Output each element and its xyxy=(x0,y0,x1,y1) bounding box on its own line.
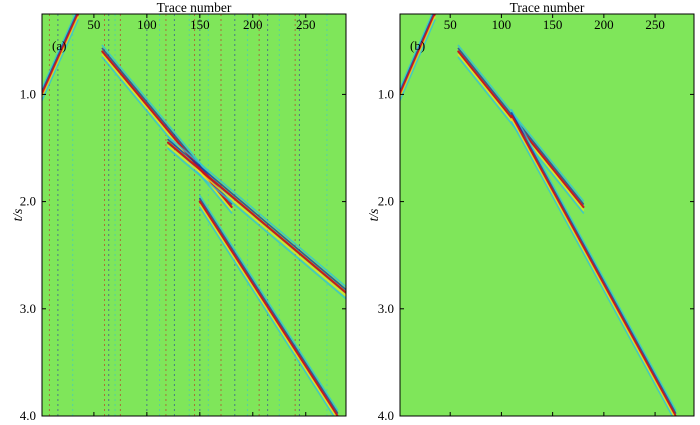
y-tick-label-b-1: 1.0 xyxy=(378,86,394,101)
panel-a-x-ticks: 50 100 150 200 250 xyxy=(87,14,315,416)
event-b-0-band-0 xyxy=(400,14,434,90)
y-tick-label-b-3: 3.0 xyxy=(378,301,394,316)
panel-b-background xyxy=(400,14,694,416)
y-tick-label-a-4: 4.0 xyxy=(20,408,36,423)
event-b-0-band-2 xyxy=(400,14,436,96)
x-tick-label-a-250: 250 xyxy=(296,17,316,32)
x-tick-label-a-150: 150 xyxy=(190,17,210,32)
x-tick-label-b-200: 200 xyxy=(594,17,614,32)
event-b-0-band-1 xyxy=(400,14,435,93)
panel-b-y-axis-label: t/s xyxy=(366,209,381,222)
y-tick-label-a-1: 1.0 xyxy=(20,86,36,101)
event-b-2-band-4 xyxy=(510,121,674,416)
panel-a: 50 100 150 200 250 1.0 2.0 3.0 4.0 Trace number… xyxy=(10,0,347,423)
event-b-2-band-2 xyxy=(510,114,677,416)
event-b-0-band-3 xyxy=(400,16,436,99)
x-tick-label-b-250: 250 xyxy=(645,17,665,32)
event-a-3-band-4 xyxy=(199,206,335,416)
x-tick-label-a-50: 50 xyxy=(87,17,100,32)
x-tick-label-b-100: 100 xyxy=(492,17,512,32)
panel-a-label: (a) xyxy=(52,38,66,53)
event-a-2-band-2 xyxy=(166,141,346,294)
panel-b: 50 100 150 200 250 1.0 2.0 3.0 4.0 Trace number… xyxy=(366,0,695,423)
panel-a-plot xyxy=(42,14,346,416)
event-a-2-band-3 xyxy=(167,144,346,297)
event-a-0-band-0 xyxy=(42,14,77,90)
event-a-3-band-2 xyxy=(198,200,339,416)
panel-a-frame xyxy=(41,13,347,417)
event-a-0-band-2 xyxy=(42,14,80,96)
panel-b-label: (b) xyxy=(410,38,425,53)
event-a-2-band-1 xyxy=(167,138,346,291)
panel-b-frame xyxy=(399,13,695,417)
event-a-3-band-0 xyxy=(199,194,339,411)
event-a-3-band-3 xyxy=(199,203,337,416)
x-tick-label-a-200: 200 xyxy=(243,17,263,32)
y-tick-label-a-3: 3.0 xyxy=(20,301,36,316)
panel-b-y-ticks: 1.0 2.0 3.0 4.0 xyxy=(378,86,694,423)
y-tick-label-b-4: 4.0 xyxy=(378,408,394,423)
event-a-0-band-4 xyxy=(42,19,79,102)
panel-a-y-ticks: 1.0 2.0 3.0 4.0 xyxy=(20,86,346,423)
event-a-0-band-3 xyxy=(42,16,79,99)
event-a-2-band-4 xyxy=(167,147,346,300)
event-b-2-band-3 xyxy=(510,118,675,416)
panel-a-x-axis-label: Trace number xyxy=(157,0,232,15)
event-a-0-band-1 xyxy=(42,14,78,93)
event-a-3-band-1 xyxy=(199,197,339,414)
panel-b-plot xyxy=(400,14,677,416)
y-tick-label-a-2: 2.0 xyxy=(20,194,36,209)
event-a-1-band-4 xyxy=(101,56,233,214)
x-tick-label-b-150: 150 xyxy=(543,17,563,32)
event-a-2-band-0 xyxy=(167,135,346,288)
x-tick-label-a-100: 100 xyxy=(137,17,157,32)
y-tick-label-b-2: 2.0 xyxy=(378,194,394,209)
panel-a-y-axis-label: t/s xyxy=(10,209,25,222)
event-b-1-band-0 xyxy=(457,44,585,202)
event-b-0-band-4 xyxy=(400,19,436,102)
x-tick-label-b-50: 50 xyxy=(444,17,457,32)
event-b-2-band-1 xyxy=(510,112,677,414)
panel-b-x-ticks: 50 100 150 200 250 xyxy=(444,14,665,416)
event-b-2-band-0 xyxy=(510,109,677,411)
panel-b-x-axis-label: Trace number xyxy=(510,0,585,15)
